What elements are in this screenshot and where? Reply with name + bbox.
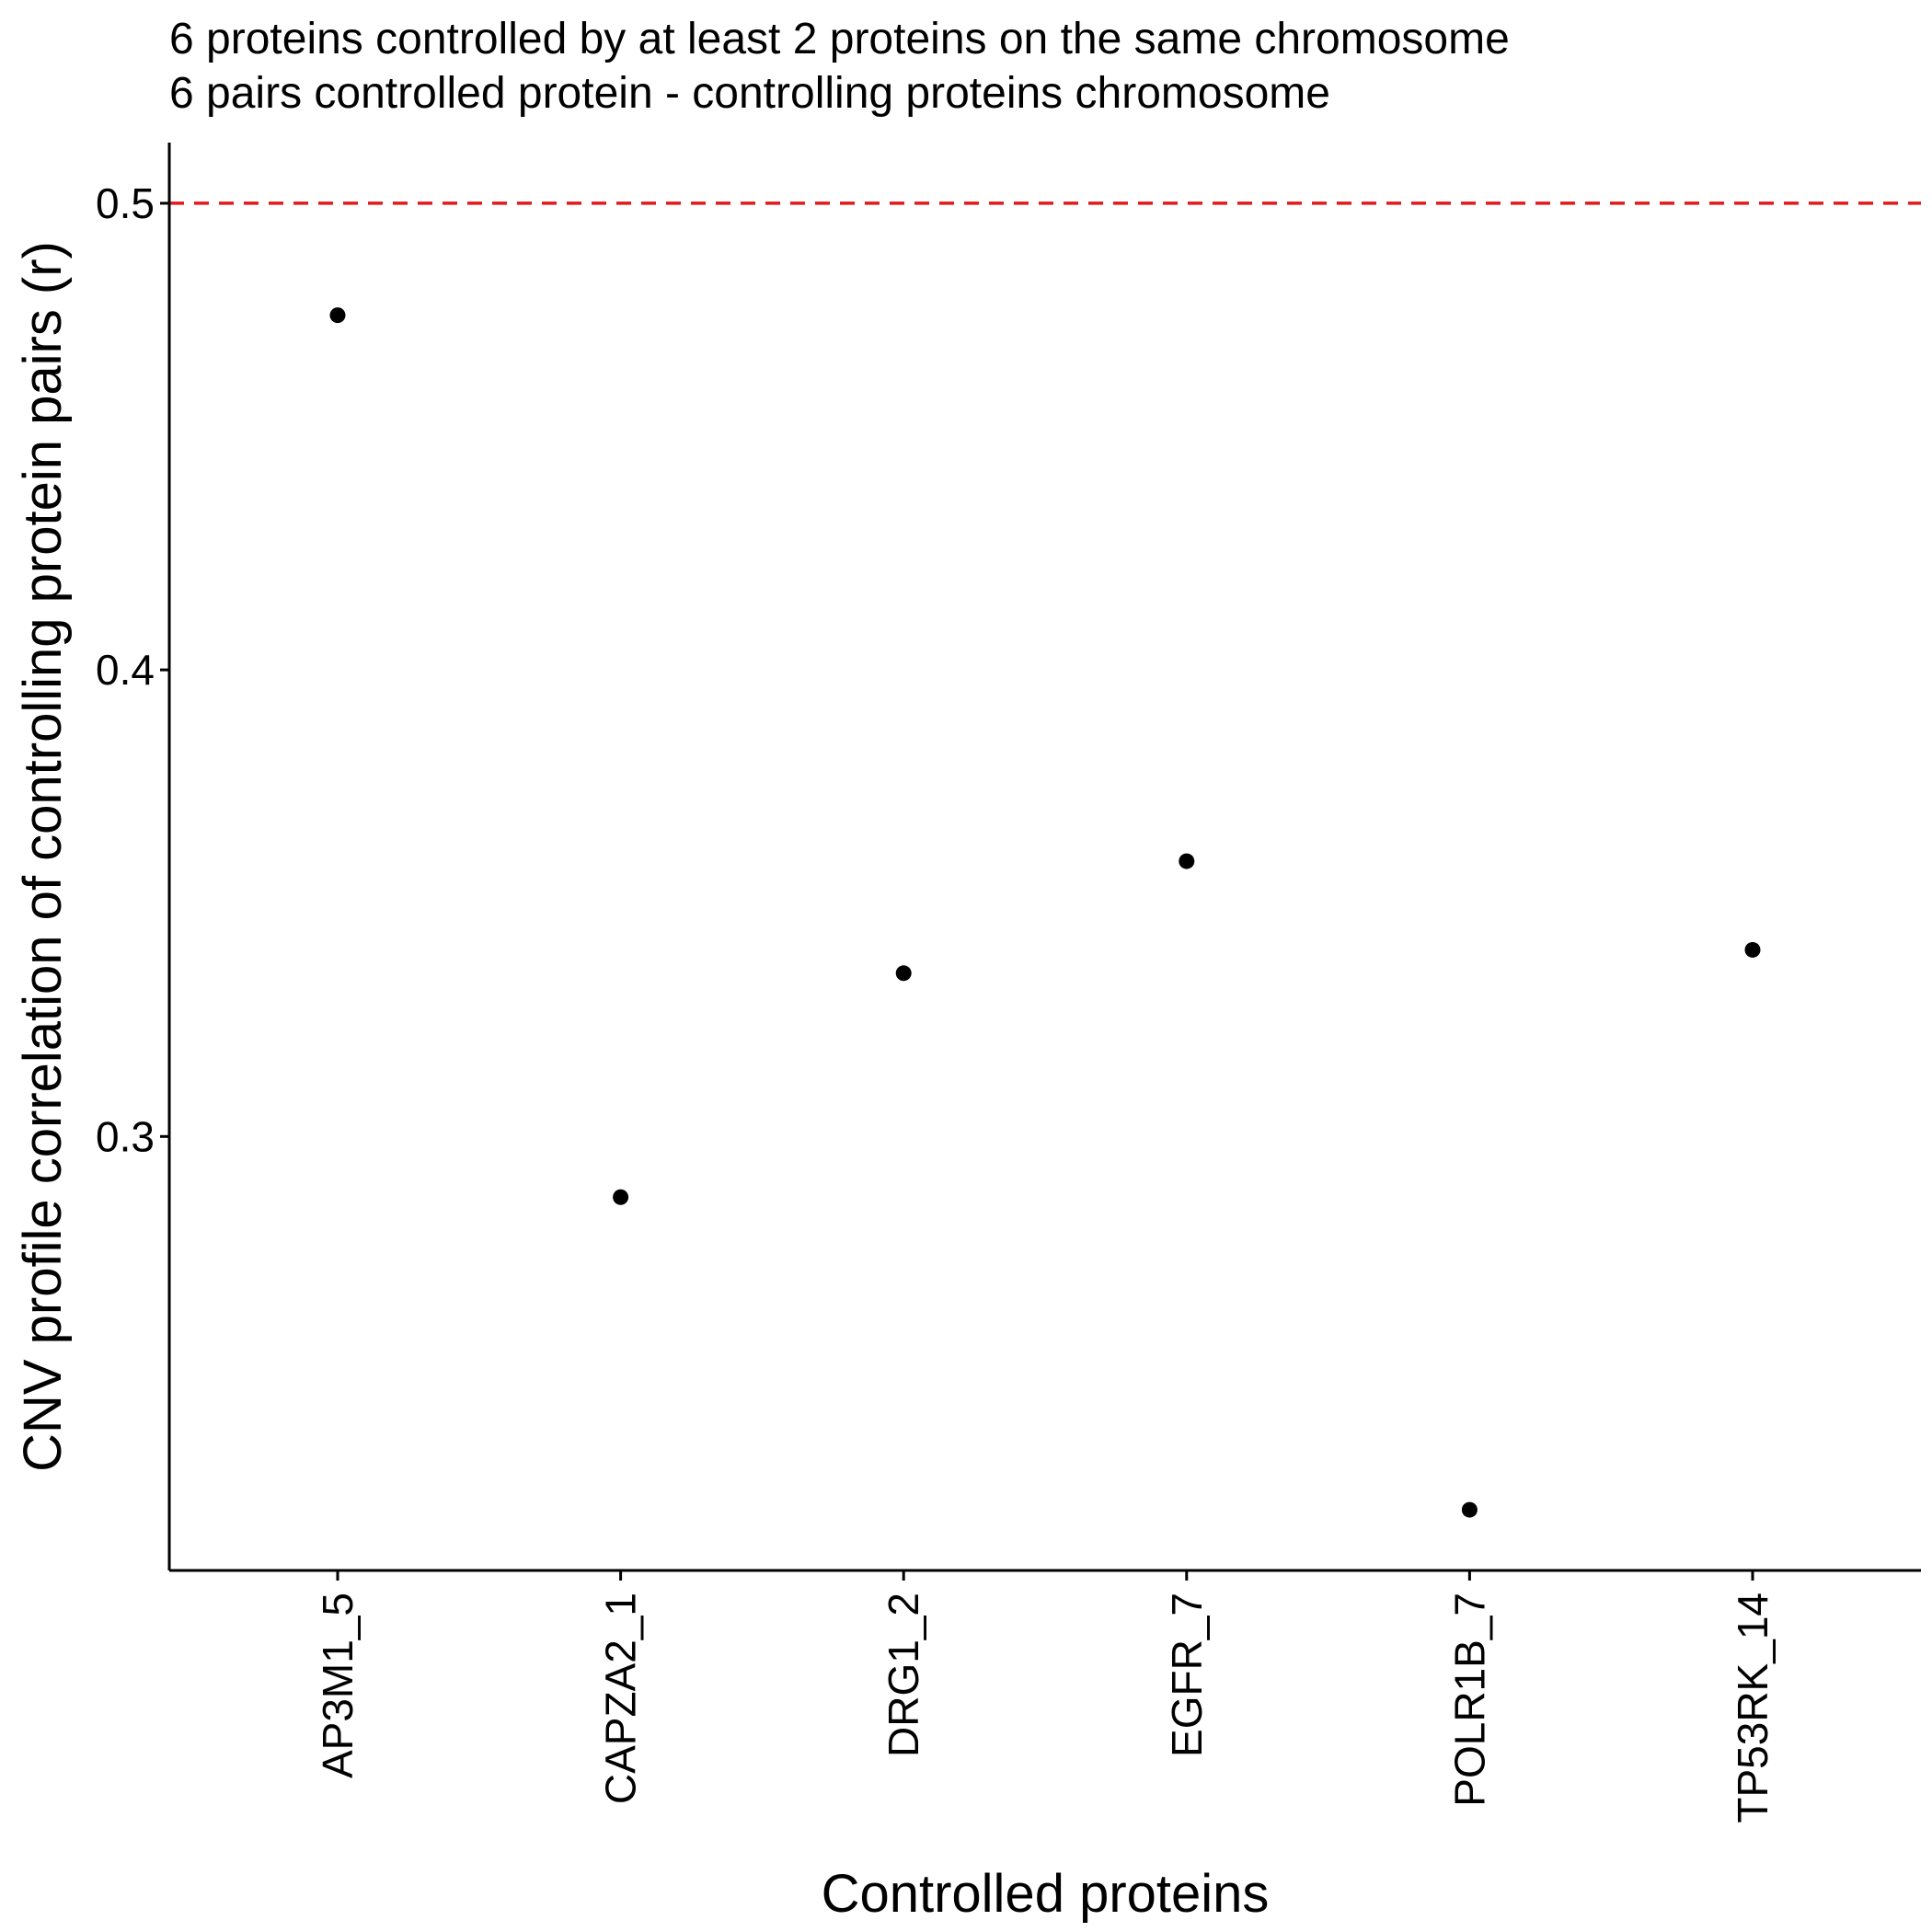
x-tick-label: TP53RK_14: [1729, 1593, 1777, 1823]
x-tick-label: CAPZA2_1: [597, 1593, 645, 1804]
x-tick-label: POLR1B_7: [1445, 1593, 1493, 1807]
data-point: [1744, 941, 1761, 958]
x-tick-label: DRG1_2: [880, 1593, 927, 1757]
y-tick-label: 0.4: [96, 646, 155, 694]
y-tick-label: 0.5: [96, 179, 155, 227]
data-point: [895, 965, 912, 982]
x-axis-ticks: AP3M1_5 CAPZA2_1 DRG1_2 EGFR_7 POLR1B_7 TP53R…: [314, 1570, 1777, 1823]
y-axis-label: CNV profile correlation of controlling p…: [13, 241, 73, 1472]
data-point: [329, 307, 346, 324]
data-point: [1461, 1501, 1478, 1518]
x-axis-label: Controlled proteins: [822, 1864, 1270, 1924]
chart-title: 6 proteins controlled by at least 2 prot…: [169, 15, 1510, 63]
y-axis-ticks: 0.3 0.4 0.5: [96, 179, 169, 1160]
data-point: [613, 1189, 629, 1205]
data-point: [1179, 853, 1195, 869]
chart-subtitle: 6 pairs controlled protein - controlling…: [169, 69, 1330, 118]
x-tick-label: EGFR_7: [1163, 1593, 1211, 1757]
data-points: [329, 307, 1761, 1518]
y-tick-label: 0.3: [96, 1112, 155, 1160]
x-tick-label: AP3M1_5: [314, 1593, 362, 1778]
